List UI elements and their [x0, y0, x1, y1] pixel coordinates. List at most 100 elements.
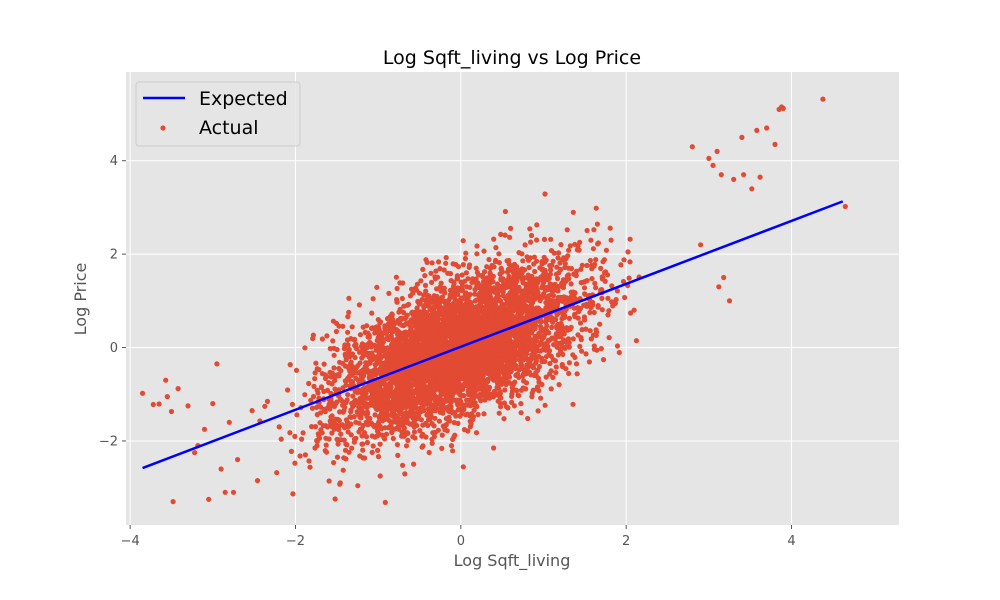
- actual-point: [420, 431, 426, 437]
- actual-point: [574, 247, 581, 253]
- actual-point: [497, 389, 503, 395]
- actual-point: [350, 404, 356, 410]
- actual-point: [345, 329, 351, 335]
- actual-point: [366, 416, 372, 422]
- actual-point: [429, 279, 435, 285]
- actual-point: [395, 416, 401, 422]
- actual-point: [553, 370, 559, 376]
- actual-point: [331, 460, 337, 466]
- actual-point: [254, 478, 261, 484]
- actual-point: [490, 273, 496, 279]
- actual-point: [498, 231, 504, 237]
- actual-point: [600, 357, 607, 363]
- actual-point: [549, 324, 555, 330]
- actual-point: [391, 376, 397, 382]
- actual-point: [397, 400, 403, 406]
- actual-point: [412, 285, 419, 291]
- actual-point: [517, 344, 523, 350]
- actual-point: [593, 257, 599, 263]
- actual-point: [556, 382, 562, 388]
- actual-point: [532, 326, 538, 332]
- actual-point: [372, 330, 378, 336]
- actual-point: [521, 267, 527, 273]
- actual-point: [516, 393, 522, 399]
- actual-point: [509, 391, 515, 397]
- actual-point: [402, 329, 408, 335]
- actual-point: [527, 226, 533, 232]
- actual-point: [386, 393, 392, 399]
- actual-point: [321, 388, 327, 395]
- actual-point: [405, 359, 411, 365]
- actual-point: [524, 340, 530, 346]
- actual-point: [614, 288, 621, 294]
- actual-point: [376, 414, 382, 420]
- actual-point: [423, 257, 429, 263]
- actual-point: [558, 266, 564, 273]
- actual-point: [448, 322, 454, 328]
- actual-point: [529, 352, 535, 358]
- actual-point: [370, 443, 376, 449]
- actual-point: [294, 412, 300, 418]
- actual-point: [503, 282, 509, 289]
- actual-point: [436, 259, 442, 265]
- actual-point: [544, 323, 550, 329]
- actual-point: [496, 410, 502, 416]
- actual-point: [485, 362, 491, 368]
- actual-point: [466, 323, 472, 329]
- actual-point: [419, 370, 425, 376]
- actual-point: [625, 249, 631, 255]
- actual-point: [548, 386, 554, 392]
- actual-point: [488, 286, 494, 292]
- actual-point: [312, 424, 319, 430]
- actual-point: [482, 358, 488, 364]
- actual-point: [288, 448, 294, 454]
- actual-point: [377, 473, 383, 479]
- actual-point: [631, 307, 637, 313]
- actual-point: [474, 297, 480, 303]
- actual-point: [456, 323, 462, 330]
- actual-point: [341, 346, 347, 352]
- actual-point: [500, 356, 507, 362]
- actual-point: [494, 281, 500, 287]
- actual-point: [410, 312, 417, 318]
- actual-point: [553, 364, 559, 370]
- actual-point: [352, 370, 358, 376]
- actual-point: [548, 236, 554, 242]
- actual-point: [414, 281, 420, 287]
- actual-point: [577, 306, 583, 312]
- actual-point: [353, 375, 359, 381]
- actual-point: [461, 311, 467, 317]
- actual-point: [562, 264, 568, 270]
- actual-point: [532, 268, 538, 275]
- actual-point: [369, 351, 375, 357]
- actual-point: [359, 355, 365, 361]
- actual-point: [529, 305, 535, 311]
- actual-point: [508, 225, 514, 231]
- actual-point: [509, 287, 515, 293]
- actual-point: [556, 310, 562, 316]
- actual-point: [329, 413, 335, 419]
- actual-point: [400, 309, 407, 316]
- actual-point: [598, 265, 604, 271]
- actual-point: [441, 267, 447, 273]
- actual-point: [355, 363, 361, 369]
- actual-point: [379, 347, 385, 353]
- actual-point: [431, 362, 437, 368]
- actual-point: [566, 247, 572, 253]
- actual-point: [471, 278, 477, 284]
- actual-point: [577, 343, 583, 349]
- actual-point: [531, 320, 537, 326]
- actual-point: [340, 385, 346, 391]
- actual-point: [421, 328, 427, 334]
- actual-point: [571, 305, 577, 311]
- actual-point: [382, 405, 388, 411]
- actual-point: [350, 393, 356, 399]
- actual-point: [489, 279, 495, 285]
- actual-point: [412, 410, 418, 417]
- actual-point: [418, 278, 424, 284]
- actual-point: [385, 328, 391, 334]
- actual-point: [442, 373, 448, 379]
- actual-point: [375, 454, 382, 460]
- actual-point: [349, 445, 355, 451]
- actual-point: [448, 443, 455, 449]
